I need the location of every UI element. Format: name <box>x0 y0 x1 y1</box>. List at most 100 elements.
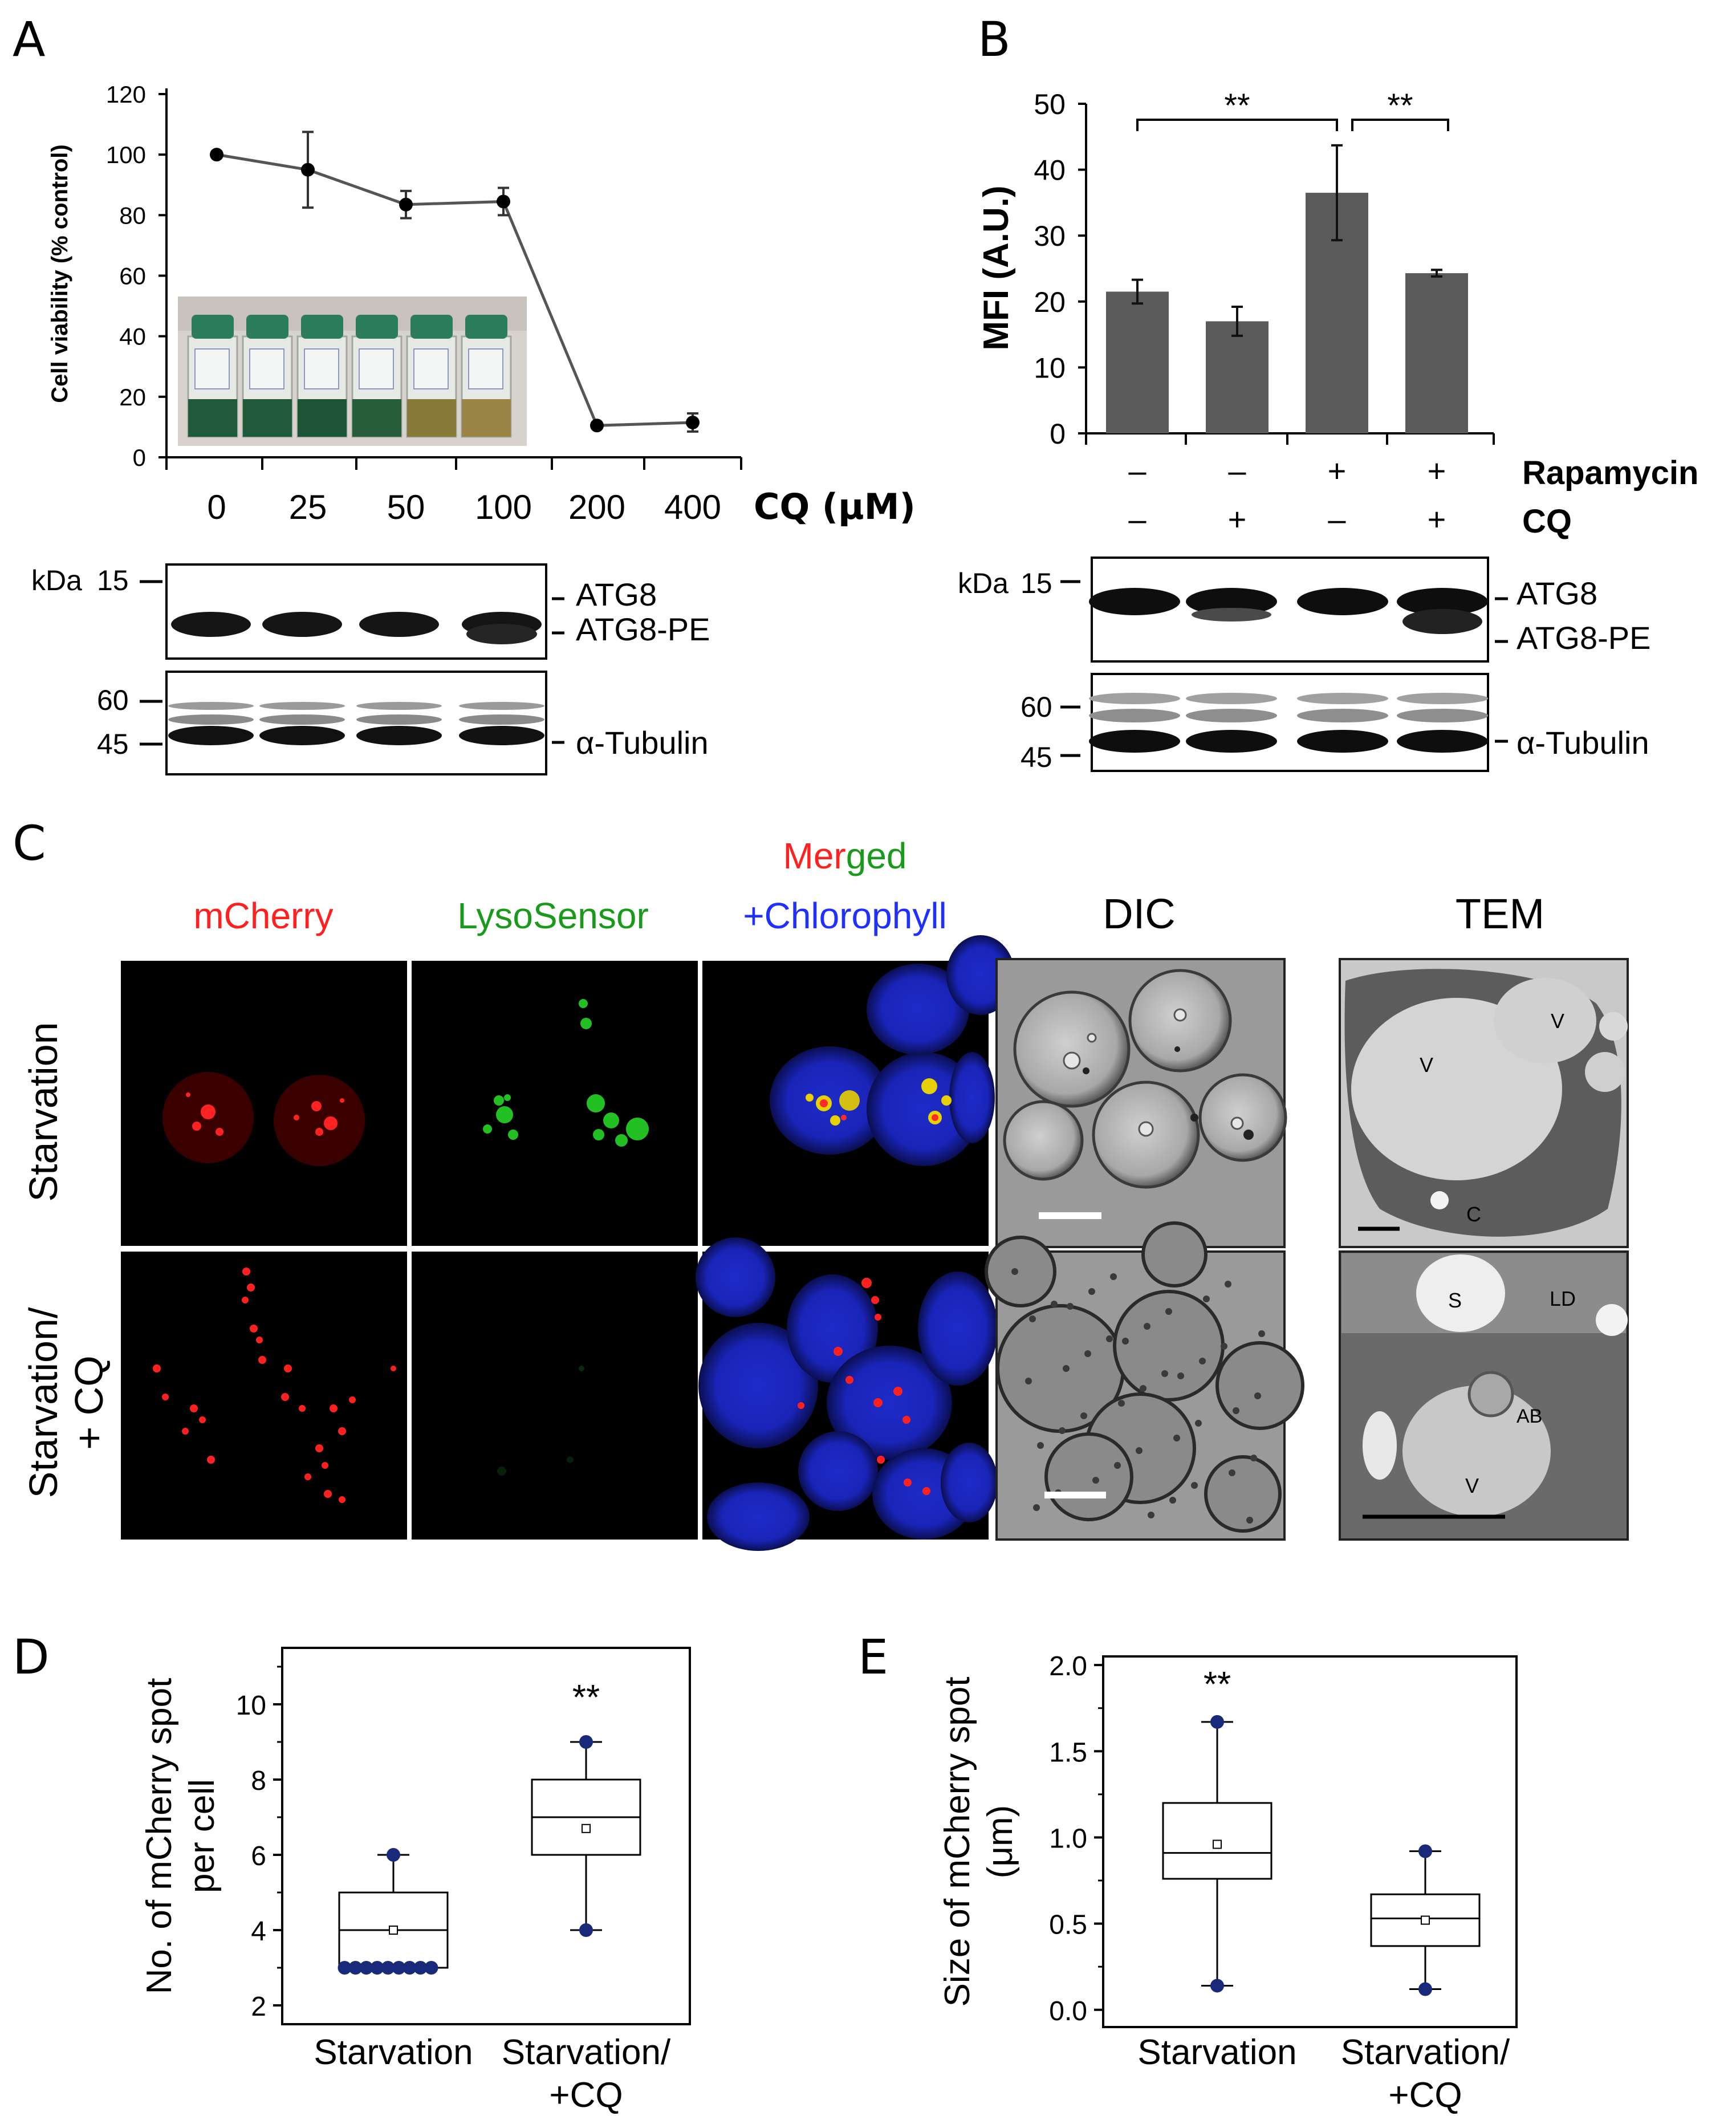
y-tick-label: 10 <box>236 1691 266 1721</box>
western-blot-b: kDa 15 ATG8 ATG8-PE 60 45 α-Tubulin <box>958 557 1650 773</box>
dic-granule <box>1144 1323 1150 1330</box>
condition-name: CQ <box>1522 503 1572 540</box>
blot-band <box>459 702 544 710</box>
condition-sign: + <box>1328 453 1347 489</box>
blot-band <box>1397 730 1488 753</box>
dic-granule <box>1250 1455 1257 1461</box>
dic-granule <box>1118 1400 1125 1407</box>
spot <box>199 1416 206 1423</box>
spot <box>873 1398 883 1407</box>
spot <box>579 999 588 1008</box>
spot <box>322 1462 328 1469</box>
spot <box>932 1114 938 1121</box>
culture-bottles-photo <box>178 297 527 446</box>
dic-granule <box>1029 1315 1036 1322</box>
spot <box>941 1095 952 1106</box>
bar <box>1206 321 1269 433</box>
cq-axis-unit: CQ (μM) <box>754 486 916 527</box>
dic-granule <box>1140 1385 1147 1392</box>
blot-band <box>1297 588 1388 615</box>
blot-band <box>1186 693 1277 704</box>
dic-granule <box>1199 1358 1206 1364</box>
dic-granule <box>1011 1268 1018 1275</box>
spot <box>324 1116 338 1130</box>
spot <box>256 1337 263 1343</box>
spot <box>875 1314 881 1321</box>
mean-marker <box>1421 1915 1430 1925</box>
outlier-point <box>579 1923 593 1937</box>
dic-vacuole <box>1087 1033 1097 1043</box>
x-tick-label: 0 <box>207 488 226 526</box>
blot-band <box>168 702 254 710</box>
merged-starvation-image <box>702 935 1015 1246</box>
tem-cq-image: LD S AB V <box>1339 1250 1629 1541</box>
y-tick-label: 0 <box>133 444 146 471</box>
dic-granule <box>1174 1046 1180 1052</box>
kda-label: kDa <box>31 564 82 596</box>
dic-granule <box>1110 1273 1117 1280</box>
spot <box>250 1325 258 1333</box>
spot <box>567 1456 574 1463</box>
spot <box>587 1094 605 1112</box>
spot <box>845 1376 853 1384</box>
blot-band-pe <box>1402 609 1482 634</box>
y-tick-label: 120 <box>106 81 146 108</box>
data-point <box>301 163 315 177</box>
spot <box>798 1402 804 1409</box>
col-lysosensor: LysoSensor <box>457 895 649 936</box>
spot <box>820 1099 828 1107</box>
row-starvation-cq-1: Starvation/ <box>21 1307 66 1498</box>
spot <box>504 1094 511 1101</box>
blot-band <box>259 702 345 710</box>
spot <box>338 1427 346 1435</box>
y-tick-label: 2.0 <box>1049 1651 1087 1682</box>
data-point <box>399 197 413 212</box>
spot <box>294 1115 299 1120</box>
spot <box>247 1284 255 1291</box>
dic-granule <box>1114 1462 1121 1469</box>
dic-granule <box>1169 1497 1176 1504</box>
chloroplast <box>867 964 969 1055</box>
spot <box>921 1078 937 1094</box>
condition-name: Rapamycin <box>1522 454 1698 492</box>
col-merged: Merged <box>783 835 907 876</box>
y-tick-label: 40 <box>1034 155 1066 186</box>
y-axis-label: Size of mCherry spot <box>938 1677 977 2007</box>
dic-granule <box>1173 1435 1180 1441</box>
tem-label-v2: V <box>1551 1009 1564 1033</box>
blot-band <box>1186 709 1277 722</box>
spot <box>861 1278 872 1288</box>
spot <box>830 1115 840 1126</box>
condition-sign: + <box>1428 453 1446 489</box>
dic-granule <box>1148 1512 1154 1518</box>
marker-15: 15 <box>97 564 129 596</box>
tem-label-v1: V <box>1420 1053 1433 1077</box>
spot <box>893 1387 902 1396</box>
spot <box>841 1115 847 1120</box>
spot <box>207 1456 215 1464</box>
band-atg8-pe-b: ATG8-PE <box>1517 620 1650 656</box>
spot <box>299 1405 306 1412</box>
spot <box>192 1122 201 1131</box>
spot <box>508 1130 518 1140</box>
sig-bracket <box>1351 119 1449 131</box>
panel-d: D 2 4 6 8 10 Starvation Starvation/ +CQ No. of m… <box>13 1629 691 2115</box>
bottle-label <box>359 348 394 389</box>
panel-b: B 0 10 20 30 40 50 MFI (A.U.) ** ** – – + + Rapamyci… <box>958 11 1698 773</box>
spot <box>497 1467 506 1476</box>
bottle-cap <box>246 315 288 339</box>
dic-granule <box>1083 1067 1089 1074</box>
dic-granule <box>1165 1308 1172 1315</box>
y-tick-label: 50 <box>1034 88 1066 120</box>
panel-a-letter: A <box>13 11 45 67</box>
spot <box>603 1112 619 1128</box>
marker-45: 45 <box>97 728 129 760</box>
spot <box>877 1456 885 1464</box>
sig-label: ** <box>1224 87 1250 124</box>
dic-vacuole <box>1138 1121 1154 1137</box>
dic-cq-image <box>985 1221 1304 1541</box>
row-starvation: Starvation <box>21 1022 66 1201</box>
cell-haze <box>274 1075 365 1166</box>
dic-cell <box>1013 990 1131 1108</box>
y-tick-label: 6 <box>251 1841 266 1871</box>
